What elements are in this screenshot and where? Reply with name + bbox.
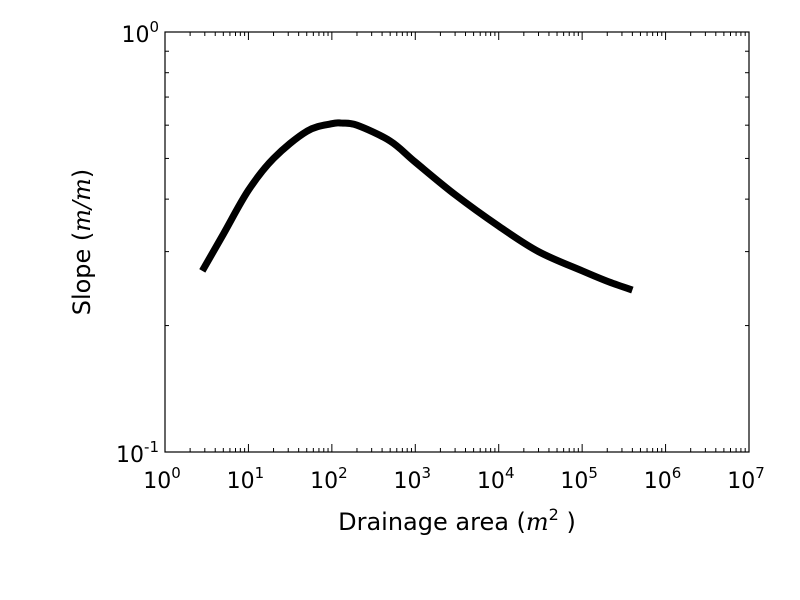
x-tick-label: 102 bbox=[310, 464, 348, 494]
y-axis-label-suffix: ) bbox=[68, 169, 96, 178]
x-axis-label-math: m bbox=[526, 508, 549, 536]
major-ticks bbox=[164, 31, 750, 453]
x-axis-label-suffix: ) bbox=[559, 508, 576, 536]
y-tick-label: 10-1 bbox=[116, 438, 159, 468]
y-axis-label-prefix: Slope ( bbox=[68, 232, 96, 316]
x-tick-label: 104 bbox=[477, 464, 515, 494]
y-axis-label: Slope (m/m) bbox=[68, 169, 96, 316]
y-tick-labels: 10-1 100 bbox=[116, 18, 159, 468]
plot-area bbox=[164, 31, 750, 453]
x-tick-label: 106 bbox=[644, 464, 682, 494]
series-layer bbox=[199, 119, 634, 294]
x-axis-label-power: 2 bbox=[549, 505, 559, 524]
y-axis-label-math: m/m bbox=[68, 178, 96, 232]
x-tick-label: 103 bbox=[394, 464, 432, 494]
series-line bbox=[199, 119, 634, 294]
x-tick-label: 107 bbox=[727, 464, 765, 494]
x-tick-label: 101 bbox=[227, 464, 265, 494]
x-axis-label: Drainage area (m2 ) bbox=[338, 505, 576, 536]
y-tick-label: 100 bbox=[121, 18, 159, 48]
x-tick-label: 105 bbox=[560, 464, 598, 494]
minor-ticks bbox=[165, 32, 749, 452]
x-tick-labels: 100 101 102 103 104 105 106 107 bbox=[143, 464, 765, 494]
x-axis-label-prefix: Drainage area ( bbox=[338, 508, 526, 536]
x-tick-label: 100 bbox=[143, 464, 181, 494]
